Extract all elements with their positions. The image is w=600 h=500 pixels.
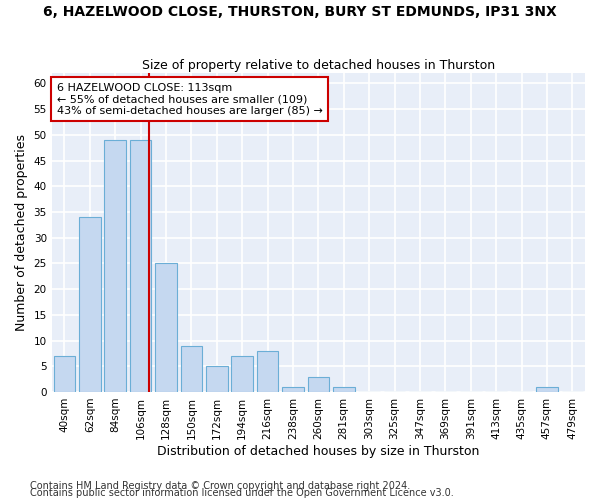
Bar xyxy=(79,217,101,392)
Y-axis label: Number of detached properties: Number of detached properties xyxy=(15,134,28,331)
Bar xyxy=(206,366,227,392)
Bar xyxy=(181,346,202,392)
Bar xyxy=(282,387,304,392)
Bar xyxy=(333,387,355,392)
Bar xyxy=(257,351,278,392)
Bar xyxy=(232,356,253,392)
Bar xyxy=(130,140,151,392)
Bar xyxy=(155,264,177,392)
Text: 6 HAZELWOOD CLOSE: 113sqm
← 55% of detached houses are smaller (109)
43% of semi: 6 HAZELWOOD CLOSE: 113sqm ← 55% of detac… xyxy=(57,82,323,116)
Bar xyxy=(53,356,75,392)
Title: Size of property relative to detached houses in Thurston: Size of property relative to detached ho… xyxy=(142,59,495,72)
Text: 6, HAZELWOOD CLOSE, THURSTON, BURY ST EDMUNDS, IP31 3NX: 6, HAZELWOOD CLOSE, THURSTON, BURY ST ED… xyxy=(43,5,557,19)
Text: Contains public sector information licensed under the Open Government Licence v3: Contains public sector information licen… xyxy=(30,488,454,498)
Bar xyxy=(104,140,126,392)
X-axis label: Distribution of detached houses by size in Thurston: Distribution of detached houses by size … xyxy=(157,444,479,458)
Bar xyxy=(536,387,557,392)
Text: Contains HM Land Registry data © Crown copyright and database right 2024.: Contains HM Land Registry data © Crown c… xyxy=(30,481,410,491)
Bar xyxy=(308,376,329,392)
